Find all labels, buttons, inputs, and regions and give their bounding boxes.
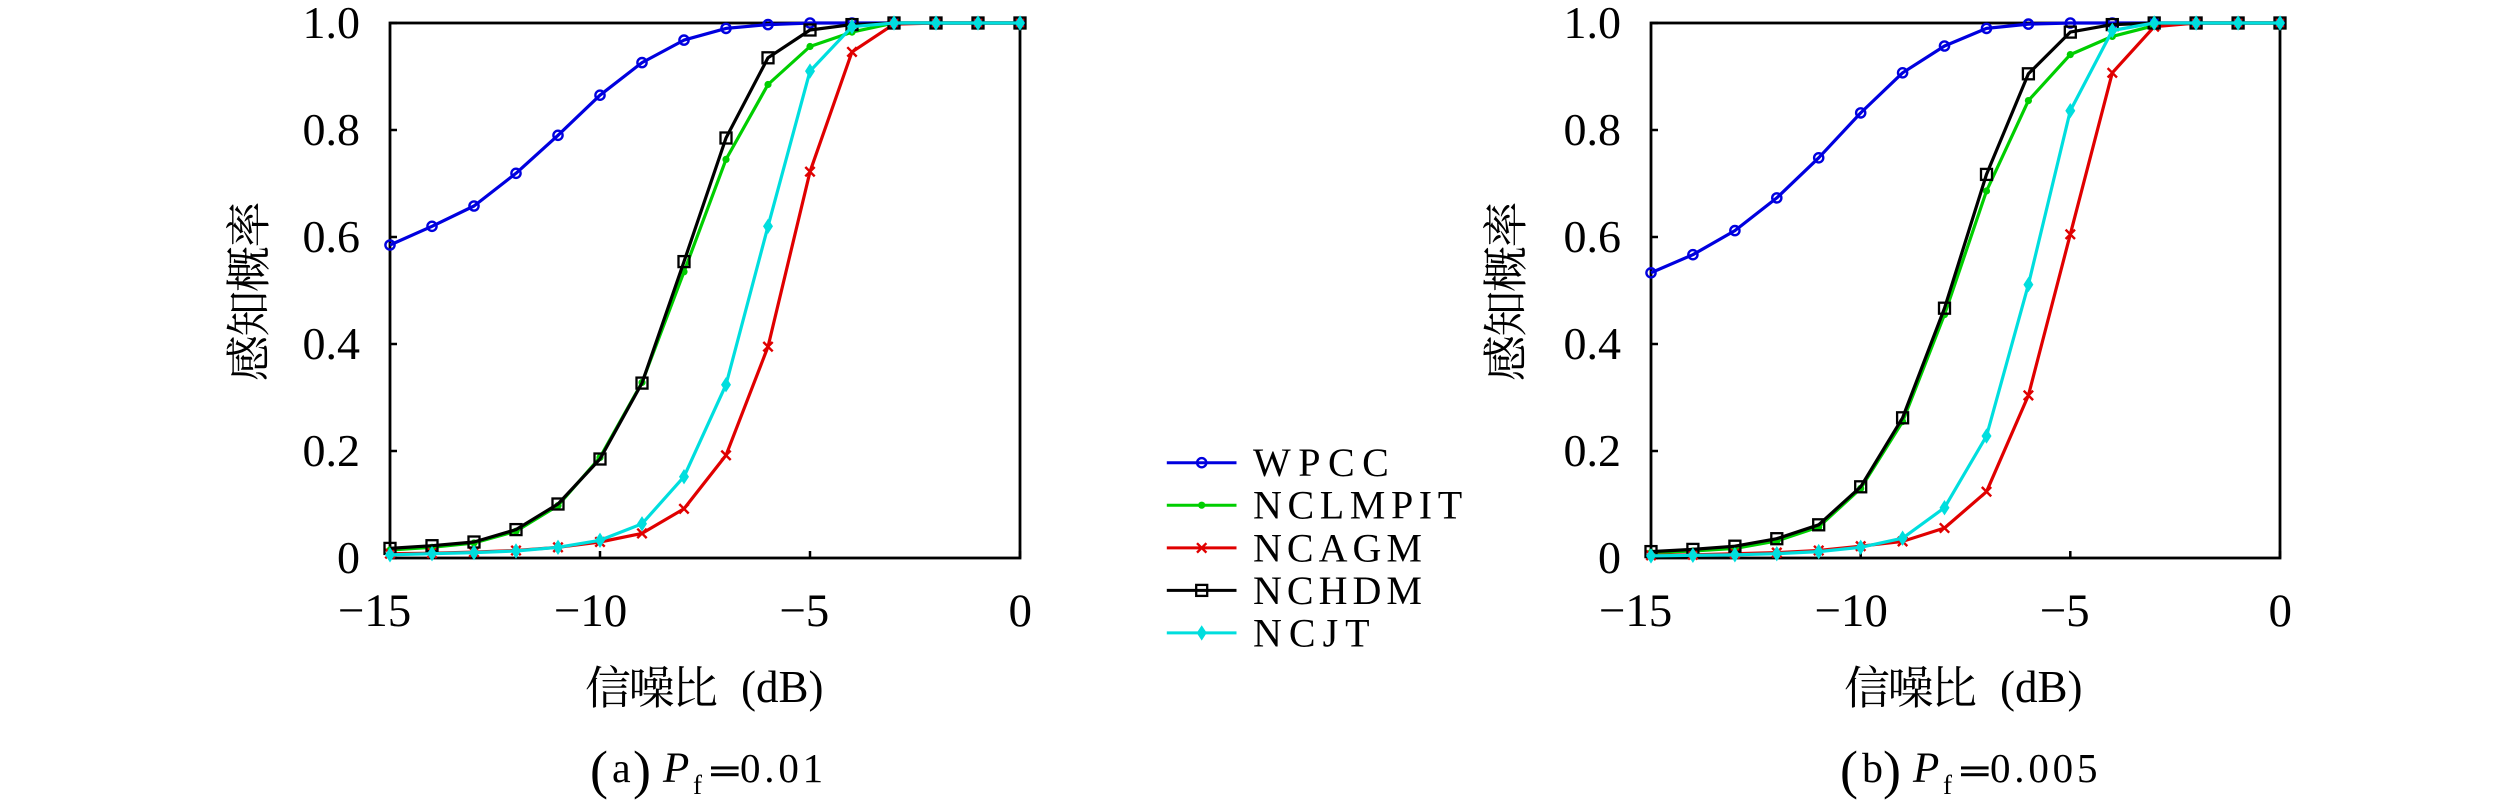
- svg-text:0.8: 0.8: [1564, 104, 1622, 155]
- svg-text:P: P: [662, 745, 689, 792]
- svg-text:0.4: 0.4: [303, 318, 361, 369]
- svg-text:−15: −15: [338, 585, 412, 637]
- svg-text:0: 0: [1009, 585, 1033, 637]
- svg-text:a: a: [612, 746, 631, 792]
- svg-text:NCJT: NCJT: [1253, 610, 1377, 655]
- svg-text:−10: −10: [1814, 585, 1888, 637]
- svg-text:−15: −15: [1599, 585, 1673, 637]
- svg-text:0.6: 0.6: [1564, 211, 1622, 262]
- svg-text:(: (: [1840, 740, 1858, 800]
- svg-text:(dB): (dB): [2000, 662, 2083, 712]
- svg-text:NCAGM: NCAGM: [1253, 525, 1427, 570]
- svg-text:0: 0: [2269, 585, 2293, 637]
- svg-text:b: b: [1862, 746, 1883, 792]
- svg-text:0.2: 0.2: [1564, 425, 1622, 476]
- svg-text:0.2: 0.2: [303, 425, 361, 476]
- svg-text:(: (: [590, 740, 608, 800]
- svg-text:0.4: 0.4: [1564, 318, 1622, 369]
- svg-text:f: f: [693, 770, 702, 800]
- svg-text:NCLMPIT: NCLMPIT: [1253, 483, 1468, 528]
- svg-text:0.005: 0.005: [1990, 745, 2101, 791]
- svg-text:P: P: [1912, 745, 1939, 792]
- svg-text:NCHDM: NCHDM: [1253, 568, 1427, 613]
- svg-text:−5: −5: [779, 585, 829, 637]
- svg-text:f: f: [1943, 770, 1952, 800]
- svg-text:0.8: 0.8: [303, 104, 361, 155]
- svg-text:0.01: 0.01: [740, 745, 827, 791]
- svg-text:0: 0: [1598, 532, 1621, 583]
- svg-text:WPCC: WPCC: [1253, 440, 1396, 485]
- svg-text:0: 0: [337, 532, 360, 583]
- svg-text:(dB): (dB): [741, 662, 824, 712]
- svg-text:−10: −10: [554, 585, 628, 637]
- svg-text:): ): [633, 740, 651, 800]
- svg-text:0.6: 0.6: [303, 211, 361, 262]
- svg-text:−5: −5: [2040, 585, 2090, 637]
- svg-text:1.0: 1.0: [303, 0, 361, 48]
- svg-text:): ): [1883, 740, 1901, 800]
- svg-text:1.0: 1.0: [1564, 0, 1622, 48]
